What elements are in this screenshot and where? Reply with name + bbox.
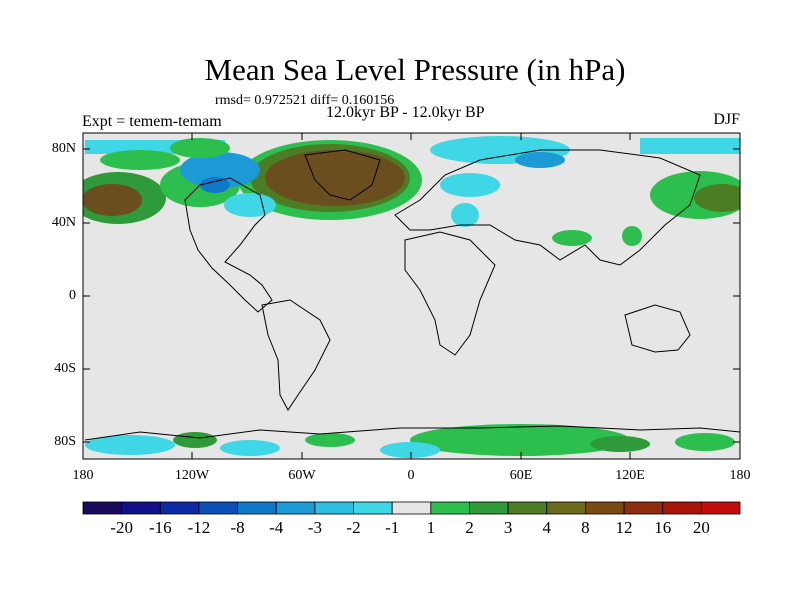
season-label: DJF bbox=[713, 111, 740, 128]
colorbar-swatch bbox=[391, 501, 432, 515]
lat-label-80n: 80N bbox=[51, 141, 76, 156]
colorbar-label: 16 bbox=[654, 518, 672, 537]
colorbar-swatch bbox=[275, 501, 316, 515]
colorbar-swatch bbox=[662, 501, 702, 515]
colorbar-swatch bbox=[430, 501, 470, 515]
lon-label-180e: 180 bbox=[729, 468, 751, 483]
colorbar-swatch bbox=[546, 501, 586, 515]
colorbar-swatch bbox=[353, 501, 393, 515]
lat-label-40s: 40S bbox=[54, 361, 76, 376]
lat-label-0: 0 bbox=[69, 288, 76, 303]
colorbar-label: -20 bbox=[110, 518, 133, 537]
colorbar-label: 1 bbox=[426, 518, 436, 537]
lat-label-80s: 80S bbox=[54, 434, 76, 449]
lon-label-120w: 120W bbox=[174, 468, 210, 483]
colorbar-label: -8 bbox=[230, 518, 245, 537]
colorbar-label: 12 bbox=[615, 518, 633, 537]
period-label: 12.0kyr BP - 12.0kyr BP bbox=[326, 104, 485, 121]
colorbar-swatch bbox=[623, 501, 664, 515]
lon-label-180w: 180 bbox=[72, 468, 94, 483]
colorbar-swatch bbox=[121, 501, 161, 515]
colorbar-swatch bbox=[237, 501, 277, 515]
stats-line: rmsd= 0.972521 diff= 0.160156 bbox=[215, 93, 395, 108]
colorbar-swatch bbox=[82, 501, 123, 515]
colorbar-label: 8 bbox=[581, 518, 590, 537]
colorbar-swatch bbox=[159, 501, 200, 515]
colorbar-label: 2 bbox=[465, 518, 474, 537]
tick-marks bbox=[83, 133, 740, 459]
colorbar-label: 3 bbox=[503, 518, 513, 537]
lat-label-40n: 40N bbox=[51, 215, 76, 230]
colorbar-label: -12 bbox=[187, 518, 211, 537]
map-title: Mean Sea Level Pressure (in hPa) bbox=[204, 52, 626, 87]
colorbar-swatch bbox=[469, 501, 509, 515]
colorbar-label: 20 bbox=[692, 518, 710, 537]
colorbar-label: -4 bbox=[269, 518, 284, 537]
colorbar-swatch bbox=[314, 501, 354, 515]
experiment-label: Expt = temem-temam bbox=[82, 113, 222, 130]
colorbar-swatch bbox=[700, 501, 741, 515]
lon-label-0: 0 bbox=[407, 468, 415, 483]
colorbar-swatch bbox=[198, 501, 238, 515]
colorbar-label: 4 bbox=[542, 518, 552, 537]
colorbar-swatch bbox=[507, 501, 548, 515]
coastlines bbox=[84, 149, 740, 441]
lon-label-60e: 60E bbox=[509, 468, 533, 483]
colorbar-swatch bbox=[585, 501, 625, 515]
anomaly-fields bbox=[83, 136, 740, 458]
lon-label-120e: 120E bbox=[615, 468, 645, 483]
colorbar-label: -1 bbox=[385, 518, 400, 537]
lon-label-60w: 60W bbox=[288, 468, 316, 483]
colorbar-label: -3 bbox=[307, 518, 322, 537]
colorbar-label: -16 bbox=[148, 518, 172, 537]
colorbar-label: -2 bbox=[346, 518, 361, 537]
